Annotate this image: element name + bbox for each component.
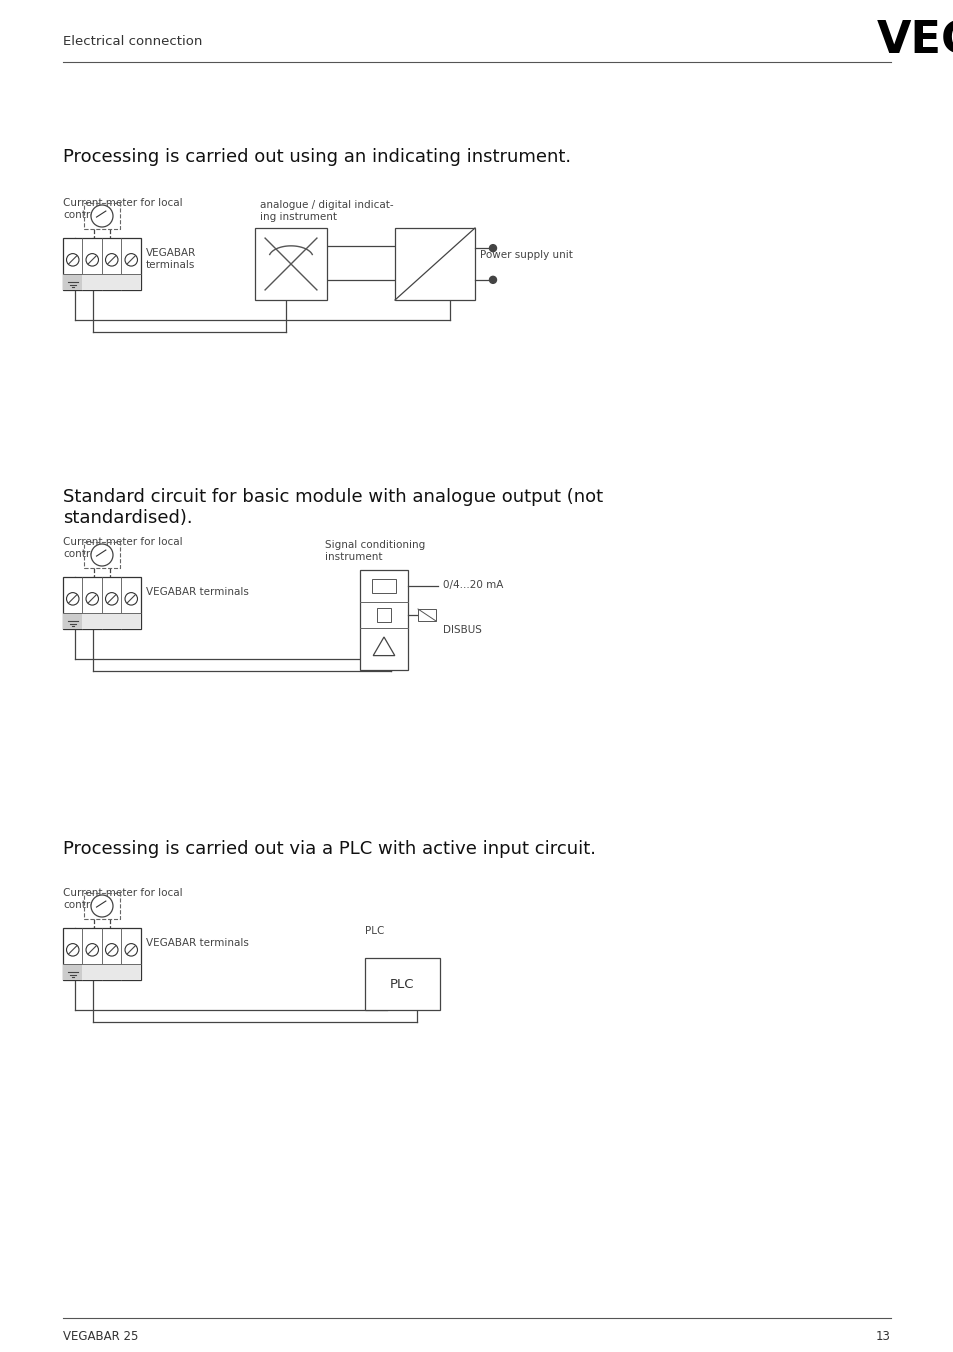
Bar [102,274,121,289]
Text: VEGABAR
terminals: VEGABAR terminals [146,247,196,269]
Text: Signal conditioning
instrument: Signal conditioning instrument [325,541,425,562]
Bar [63,964,82,980]
Circle shape [86,592,98,606]
Bar [82,614,102,629]
Text: Power supply unit: Power supply unit [479,250,572,260]
Bar [84,203,120,228]
Text: Processing is carried out via a PLC with active input circuit.: Processing is carried out via a PLC with… [63,840,596,859]
Text: Current meter for local
control: Current meter for local control [63,197,182,219]
Bar [63,927,141,980]
Text: PLC: PLC [390,977,415,991]
Bar [63,614,82,629]
Text: DISBUS: DISBUS [442,625,481,635]
Bar [102,964,121,980]
Text: Standard circuit for basic module with analogue output (not
standardised).: Standard circuit for basic module with a… [63,488,602,527]
Bar [84,542,120,568]
Circle shape [91,544,112,566]
Bar [121,274,141,289]
Text: VEGABAR 25: VEGABAR 25 [63,1330,138,1343]
Circle shape [67,944,79,956]
Bar [63,577,141,629]
Bar [365,959,439,1010]
Bar [121,964,141,980]
Text: 0/4...20 mA: 0/4...20 mA [442,580,503,589]
Bar [82,964,102,980]
Circle shape [86,254,98,266]
Text: 13: 13 [875,1330,890,1343]
Bar [63,238,141,289]
Circle shape [106,254,118,266]
Circle shape [489,245,496,251]
Bar [82,274,102,289]
Circle shape [67,254,79,266]
Bar [121,614,141,629]
Circle shape [125,944,137,956]
Text: VEGABAR terminals: VEGABAR terminals [146,587,249,598]
Circle shape [91,206,112,227]
Text: analogue / digital indicat-
ing instrument: analogue / digital indicat- ing instrume… [260,200,394,222]
Text: Current meter for local
control: Current meter for local control [63,537,182,558]
Bar [395,228,475,300]
Circle shape [125,254,137,266]
Bar [63,274,82,289]
Text: VEGABAR terminals: VEGABAR terminals [146,938,249,948]
Circle shape [106,592,118,606]
Text: Processing is carried out using an indicating instrument.: Processing is carried out using an indic… [63,147,571,166]
Bar [84,894,120,919]
Circle shape [91,895,112,917]
Circle shape [86,944,98,956]
Circle shape [106,944,118,956]
Bar [417,608,436,621]
Bar [372,579,395,594]
Bar [376,608,391,622]
Bar [102,614,121,629]
Bar [254,228,327,300]
Bar [359,571,408,671]
Polygon shape [373,637,395,656]
Text: Electrical connection: Electrical connection [63,35,202,49]
Text: Current meter for local
control: Current meter for local control [63,888,182,910]
Circle shape [489,276,496,284]
Circle shape [125,592,137,606]
Text: PLC: PLC [365,926,384,936]
Circle shape [67,592,79,606]
Text: VEGA: VEGA [876,20,953,64]
